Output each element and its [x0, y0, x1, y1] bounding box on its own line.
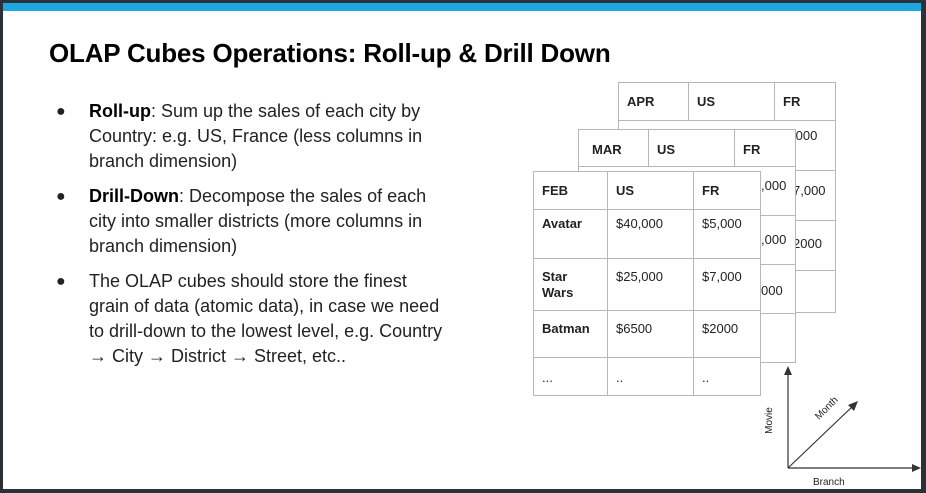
- axis-label-movie: Movie: [763, 407, 775, 434]
- slide: OLAP Cubes Operations: Roll-up & Drill D…: [3, 3, 921, 489]
- slide-title: OLAP Cubes Operations: Roll-up & Drill D…: [49, 38, 611, 68]
- apr-peek-value: 7,000: [793, 183, 826, 198]
- bullet-drilldown: ● Drill-Down: Decompose the sales of eac…: [49, 184, 449, 259]
- header-branch-fr: FR: [694, 172, 760, 210]
- mar-row: [735, 216, 795, 265]
- mar-row: [735, 167, 795, 216]
- dimension-axes: Movie Month Branch: [764, 363, 921, 489]
- sales-us: ..: [608, 358, 694, 395]
- sales-fr: ..: [702, 370, 710, 385]
- movie-label: Avatar: [534, 210, 608, 259]
- header-branch-us: US: [689, 83, 775, 121]
- sales-fr: $5,000: [694, 210, 760, 259]
- header-branch-us: US: [649, 130, 735, 167]
- bullet-term: Drill-Down: [89, 186, 179, 206]
- header-month: FEB: [534, 172, 608, 210]
- movie-label: ...: [534, 358, 608, 395]
- movie-label: Star Wars: [534, 259, 608, 311]
- sales-us: $40,000: [608, 210, 694, 259]
- sales-us: $6500: [608, 311, 694, 358]
- header-branch-us: US: [608, 172, 694, 210]
- apr-row: [775, 171, 835, 221]
- sales-us: $25,000: [608, 259, 694, 311]
- apr-peek-value: 2000: [793, 236, 822, 251]
- apr-row: [775, 121, 835, 171]
- cube-table-feb: FEB US FR Avatar $40,000 $5,000 Star War…: [533, 171, 761, 396]
- bullet-text: : Decompose the sales of each city into …: [89, 186, 427, 256]
- mar-row: [735, 265, 795, 314]
- header-branch-fr: FR: [775, 83, 835, 121]
- bullet-term: Roll-up: [89, 101, 151, 121]
- sales-fr: $2000: [694, 311, 760, 358]
- bullet-dot: ●: [56, 188, 66, 205]
- bullet-rollup: ● Roll-up: Sum up the sales of each city…: [49, 99, 449, 174]
- apr-row: [775, 221, 835, 271]
- mar-peek-value: 000: [761, 283, 783, 298]
- header-month: MAR: [579, 130, 649, 167]
- header-branch-fr: FR: [735, 130, 795, 167]
- movie-label: Batman: [534, 311, 608, 358]
- mar-peek-value: ,000: [761, 232, 787, 247]
- bullet-dot: ●: [56, 273, 66, 290]
- axes-arrows: [784, 366, 921, 472]
- sales-fr: $7,000: [694, 259, 760, 311]
- bullet-text: The OLAP cubes should store the finest g…: [89, 271, 443, 366]
- slide-accent-bar: [3, 3, 921, 11]
- apr-peek-value: ,000: [792, 128, 818, 143]
- mar-peek-value: ,000: [761, 178, 787, 193]
- header-month: APR: [619, 83, 689, 121]
- bullet-text: : Sum up the sales of each city by Count…: [89, 101, 423, 171]
- bullet-list: ● Roll-up: Sum up the sales of each city…: [49, 99, 449, 369]
- bullet-atomic-data: ● The OLAP cubes should store the finest…: [49, 269, 449, 369]
- bullet-dot: ●: [56, 103, 66, 120]
- axis-label-branch: Branch: [813, 477, 845, 488]
